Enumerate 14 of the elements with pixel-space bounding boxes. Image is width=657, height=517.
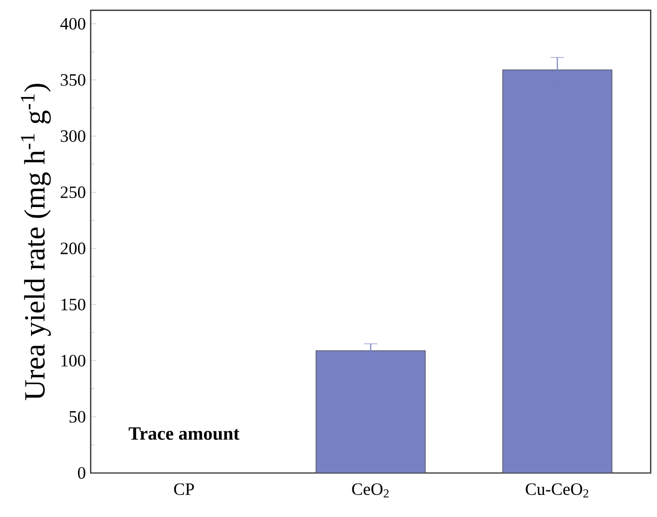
y-tick-label: 0 [78,467,86,479]
y-tick-label: 250 [60,186,86,198]
annotation: Trace amount [128,427,240,440]
x-tick-label: CeO$_{2}$ [352,483,389,498]
y-tick-label: 50 [70,410,86,423]
x-tick-label: Cu-CeO$_{2}$ [526,483,588,498]
y-tick-label: 350 [60,74,86,86]
x-tick-label: CP [174,483,194,496]
y-tick-label: 150 [61,298,86,310]
y-axis-title: Urea yield rate (mg h$^{-1}$ g$^{-1}$) [20,84,51,400]
y-tick-label: 100 [61,354,86,367]
y-tick-label: 400 [60,18,86,30]
y-tick-label: 200 [60,242,86,254]
y-tick-label: 300 [60,130,86,142]
